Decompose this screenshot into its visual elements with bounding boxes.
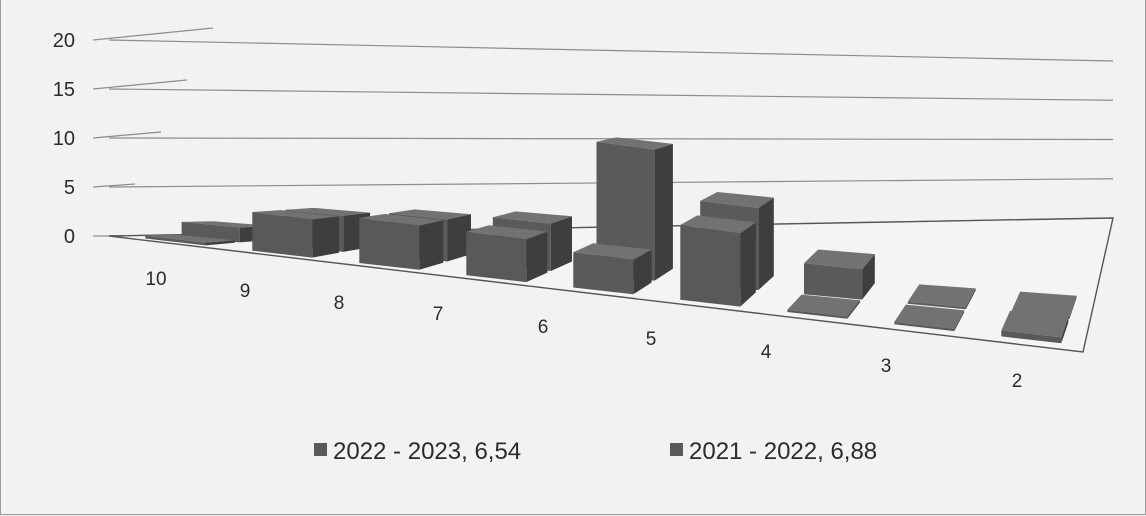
bar-front-5 xyxy=(680,215,756,307)
bar-front-2 xyxy=(1001,310,1069,344)
x-tick-5: 5 xyxy=(646,329,657,350)
x-tick-8: 8 xyxy=(334,293,345,314)
bar-front-10 xyxy=(145,234,235,246)
bar-back-4 xyxy=(804,249,875,300)
bar-front-4 xyxy=(787,294,860,319)
bar-front-3 xyxy=(894,304,965,332)
x-tick-9: 9 xyxy=(240,281,251,302)
legend: 2022 - 2023, 6,54 2021 - 2022, 6,88 xyxy=(314,438,877,465)
y-axis-connector-20 xyxy=(92,27,214,41)
y-axis-connector-5 xyxy=(92,183,136,188)
x-tick-7: 7 xyxy=(433,304,444,325)
x-tick-2: 2 xyxy=(1012,371,1023,392)
x-tick-6: 6 xyxy=(538,317,549,338)
x-tick-3: 3 xyxy=(881,356,892,377)
x-axis-ticks: 10 9 8 7 6 5 4 3 2 xyxy=(145,269,1022,392)
bar-front-9 xyxy=(252,210,339,258)
bar-front-7 xyxy=(466,225,548,283)
y-tick-15: 15 xyxy=(53,79,75,101)
bars xyxy=(145,137,1077,344)
legend-swatch xyxy=(670,443,683,456)
bar-back-3 xyxy=(907,284,976,310)
y-tick-20: 20 xyxy=(53,30,75,52)
gridline-20 xyxy=(108,39,1114,62)
x-tick-4: 4 xyxy=(761,342,772,363)
legend-swatch xyxy=(314,443,327,456)
y-axis-connector-10 xyxy=(92,131,162,139)
y-tick-5: 5 xyxy=(64,177,75,199)
bar-front-8 xyxy=(359,214,444,270)
legend-item-2: 2021 - 2022, 6,88 xyxy=(670,438,877,465)
legend-item-1: 2022 - 2023, 6,54 xyxy=(314,438,521,465)
y-tick-0: 0 xyxy=(64,226,75,248)
x-tick-10: 10 xyxy=(145,269,166,290)
gridline-15 xyxy=(108,88,1114,101)
bar-front-6 xyxy=(573,243,652,295)
legend-label: 2021 - 2022, 6,88 xyxy=(689,438,877,465)
y-axis-ticks: 0 5 10 15 20 xyxy=(53,30,75,248)
y-axis-connector-15 xyxy=(92,79,188,90)
y-tick-10: 10 xyxy=(53,128,75,150)
legend-label: 2022 - 2023, 6,54 xyxy=(333,438,521,465)
